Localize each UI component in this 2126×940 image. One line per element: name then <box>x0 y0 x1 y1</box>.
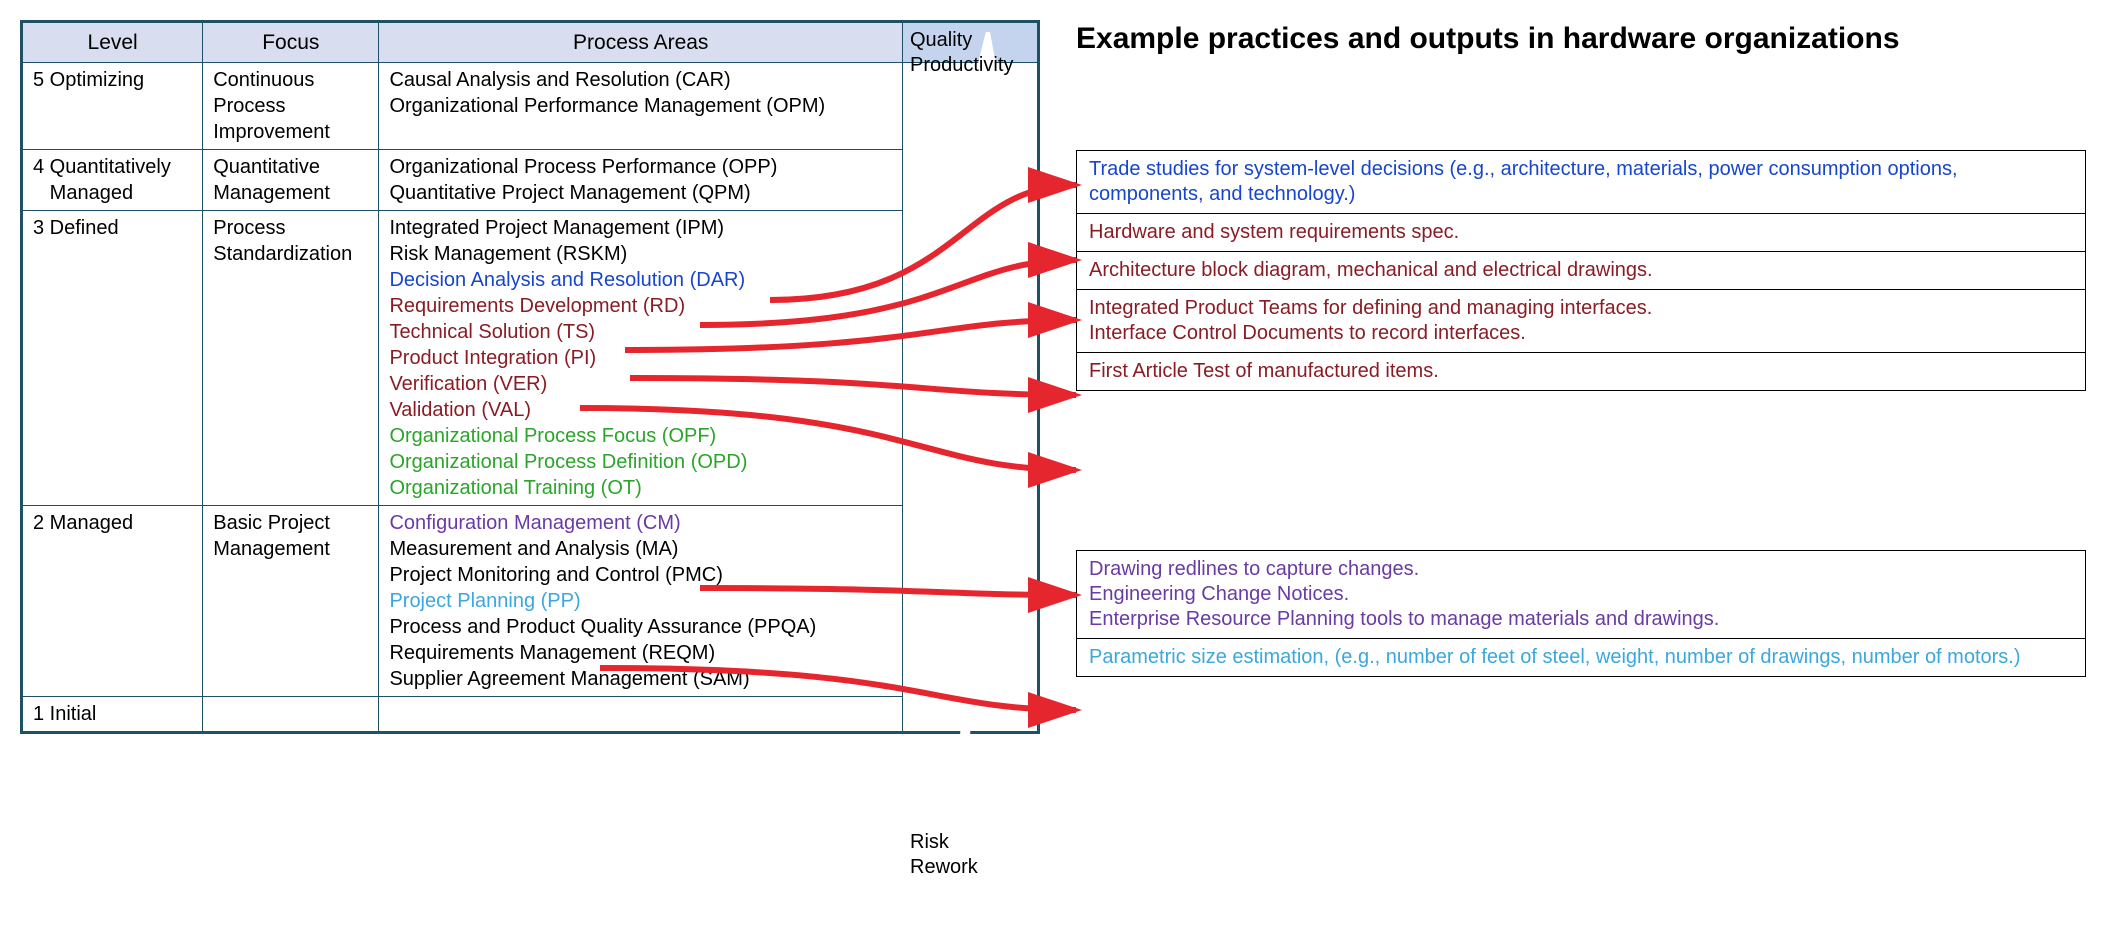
process-area-item: Decision Analysis and Resolution (DAR) <box>389 267 892 293</box>
process-area-item: Risk Management (RSKM) <box>389 241 892 267</box>
cell-level: 5 Optimizing <box>22 63 203 150</box>
process-area-item: Project Monitoring and Control (PMC) <box>389 562 892 588</box>
process-area-item: Organizational Process Performance (OPP) <box>389 154 892 180</box>
process-area-item: Configuration Management (CM) <box>389 510 892 536</box>
qp-rework: Rework <box>910 856 978 878</box>
process-area-item: Supplier Agreement Management (SAM) <box>389 666 892 692</box>
header-areas: Process Areas <box>379 22 903 63</box>
table-row: 1 Initial <box>22 697 1039 733</box>
example-row: Drawing redlines to capture changes. Eng… <box>1077 551 2085 639</box>
cell-focus: Basic Project Management <box>203 506 379 697</box>
cell-process-areas: Configuration Management (CM)Measurement… <box>379 506 903 697</box>
example-row: Hardware and system requirements spec. <box>1077 214 2085 252</box>
process-area-item: Requirements Development (RD) <box>389 293 892 319</box>
table-row: 3 DefinedProcess StandardizationIntegrat… <box>22 211 1039 506</box>
cell-level: 1 Initial <box>22 697 203 733</box>
example-row: Parametric size estimation, (e.g., numbe… <box>1077 639 2085 676</box>
cell-process-areas: Causal Analysis and Resolution (CAR)Orga… <box>379 63 903 150</box>
process-area-item: Quantitative Project Management (QPM) <box>389 180 892 206</box>
cell-focus: Quantitative Management <box>203 150 379 211</box>
cell-process-areas: Organizational Process Performance (OPP)… <box>379 150 903 211</box>
cell-level: 3 Defined <box>22 211 203 506</box>
process-area-item: Organizational Performance Management (O… <box>389 93 892 119</box>
table-header-row: Level Focus Process Areas <box>22 22 1039 63</box>
qp-risk: Risk <box>910 831 949 853</box>
cell-process-areas <box>379 697 903 733</box>
qp-top-label: Quality Productivity <box>910 28 1038 78</box>
process-area-item: Integrated Project Management (IPM) <box>389 215 892 241</box>
process-area-item: Product Integration (PI) <box>389 345 892 371</box>
process-area-item: Verification (VER) <box>389 371 892 397</box>
process-area-item: Organizational Process Definition (OPD) <box>389 449 892 475</box>
cell-focus: Continuous Process Improvement <box>203 63 379 150</box>
cell-focus <box>203 697 379 733</box>
cell-level: 2 Managed <box>22 506 203 697</box>
qp-bottom-label: Risk Rework <box>910 830 1038 880</box>
cmmi-levels-table: Level Focus Process Areas 5 OptimizingCo… <box>20 20 1040 734</box>
header-focus: Focus <box>203 22 379 63</box>
process-area-item: Project Planning (PP) <box>389 588 892 614</box>
examples-group-1: Trade studies for system-level decisions… <box>1076 150 2086 391</box>
process-area-item: Process and Product Quality Assurance (P… <box>389 614 892 640</box>
process-area-item: Validation (VAL) <box>389 397 892 423</box>
table-row: 5 OptimizingContinuous Process Improveme… <box>22 63 1039 150</box>
examples-title: Example practices and outputs in hardwar… <box>1076 20 2086 58</box>
cell-level: 4 Quantitatively Managed <box>22 150 203 211</box>
process-area-item: Organizational Process Focus (OPF) <box>389 423 892 449</box>
header-level: Level <box>22 22 203 63</box>
process-area-item: Technical Solution (TS) <box>389 319 892 345</box>
example-row: Architecture block diagram, mechanical a… <box>1077 252 2085 290</box>
qp-quality: Quality <box>910 29 972 51</box>
process-area-item: Organizational Training (OT) <box>389 475 892 501</box>
qp-productivity: Productivity <box>910 54 1013 76</box>
example-row: First Article Test of manufactured items… <box>1077 353 2085 390</box>
example-row: Trade studies for system-level decisions… <box>1077 151 2085 214</box>
example-row: Integrated Product Teams for defining an… <box>1077 290 2085 353</box>
table-row: 2 ManagedBasic Project ManagementConfigu… <box>22 506 1039 697</box>
table-row: 4 Quantitatively ManagedQuantitative Man… <box>22 150 1039 211</box>
examples-group-2: Drawing redlines to capture changes. Eng… <box>1076 550 2086 677</box>
process-area-item: Causal Analysis and Resolution (CAR) <box>389 67 892 93</box>
process-area-item: Requirements Management (REQM) <box>389 640 892 666</box>
cell-process-areas: Integrated Project Management (IPM)Risk … <box>379 211 903 506</box>
diagram-wrap: Level Focus Process Areas 5 OptimizingCo… <box>20 20 2106 920</box>
cell-focus: Process Standardization <box>203 211 379 506</box>
process-area-item: Measurement and Analysis (MA) <box>389 536 892 562</box>
